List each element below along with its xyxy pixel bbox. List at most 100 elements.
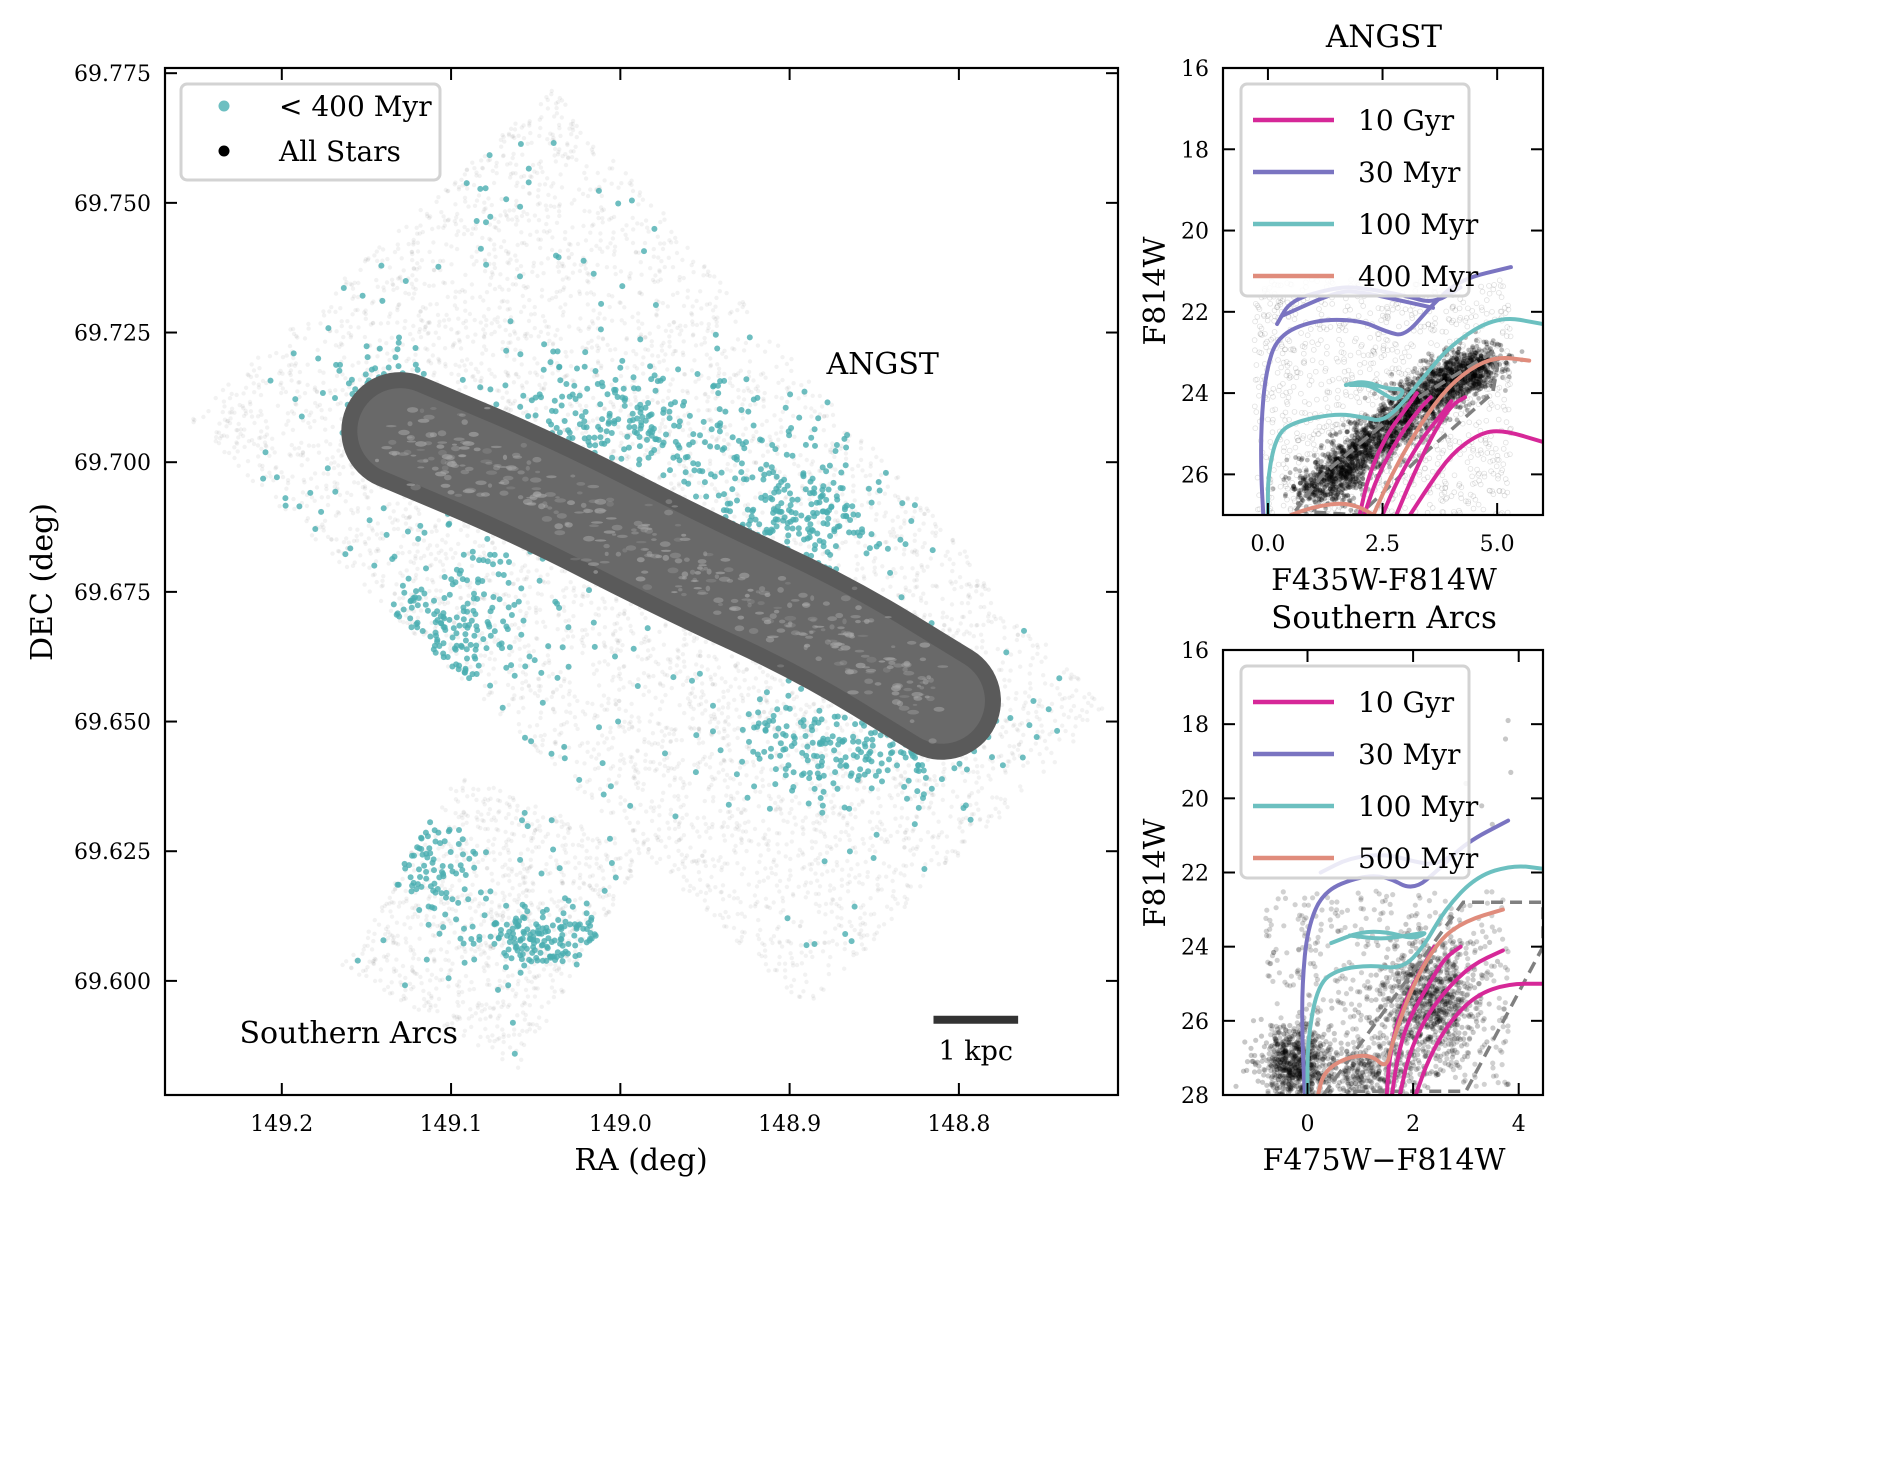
all-star-point bbox=[731, 925, 737, 931]
all-star-point bbox=[391, 509, 396, 514]
all-star-point bbox=[801, 831, 806, 837]
all-star-point bbox=[472, 203, 478, 208]
all-star-point bbox=[710, 681, 715, 687]
all-star-point bbox=[1019, 721, 1025, 726]
all-star-point bbox=[682, 865, 687, 870]
all-star-point bbox=[1082, 695, 1087, 700]
all-star-point bbox=[546, 658, 552, 663]
all-star-point bbox=[662, 733, 667, 738]
all-star-point bbox=[797, 801, 802, 806]
all-star-point bbox=[661, 642, 667, 647]
all-star-point bbox=[1069, 672, 1074, 677]
all-star-point bbox=[533, 370, 538, 375]
all-star-point bbox=[759, 953, 764, 959]
all-star-point bbox=[809, 861, 815, 867]
all-star-point bbox=[720, 705, 726, 710]
all-star-point bbox=[732, 697, 737, 703]
all-star-point bbox=[521, 284, 526, 289]
all-star-point bbox=[513, 347, 518, 352]
all-star-point bbox=[285, 411, 291, 416]
all-star-point bbox=[708, 356, 713, 361]
all-star-point bbox=[879, 836, 884, 841]
all-star-point bbox=[603, 644, 608, 649]
all-star-point bbox=[428, 302, 433, 307]
all-star-point bbox=[786, 877, 792, 882]
all-star-point bbox=[480, 235, 485, 241]
all-star-point bbox=[725, 461, 730, 467]
all-star-point bbox=[329, 537, 334, 542]
all-star-point bbox=[680, 427, 686, 433]
all-star-point bbox=[796, 853, 801, 858]
all-star-point bbox=[633, 249, 639, 255]
all-star-point bbox=[696, 858, 701, 863]
all-star-point bbox=[677, 332, 682, 337]
all-star-point bbox=[527, 123, 532, 128]
all-star-point bbox=[903, 585, 908, 590]
all-star-point bbox=[685, 288, 691, 293]
all-star-point bbox=[732, 514, 737, 519]
all-star-point bbox=[584, 291, 590, 296]
all-star-point bbox=[703, 890, 709, 896]
all-star-point bbox=[403, 507, 408, 512]
all-star-point bbox=[760, 669, 766, 675]
all-star-point bbox=[690, 333, 696, 338]
all-star-point bbox=[319, 415, 325, 420]
all-star-point bbox=[612, 449, 617, 454]
all-star-point bbox=[308, 476, 314, 481]
all-star-point bbox=[292, 363, 298, 368]
all-star-point bbox=[641, 371, 646, 376]
all-star-point bbox=[337, 549, 342, 554]
all-star-point bbox=[510, 155, 515, 161]
all-star-point bbox=[668, 382, 673, 387]
all-star-point bbox=[350, 312, 355, 317]
all-star-point bbox=[568, 364, 574, 369]
all-star-point bbox=[800, 825, 805, 830]
all-star-point bbox=[777, 831, 782, 836]
all-star-point bbox=[858, 457, 864, 463]
all-star-point bbox=[641, 355, 646, 360]
all-star-point bbox=[348, 335, 353, 340]
all-star-point bbox=[611, 214, 617, 220]
all-star-point bbox=[675, 325, 680, 330]
all-star-point bbox=[362, 334, 368, 340]
all-star-point bbox=[910, 566, 915, 571]
all-star-point bbox=[229, 391, 234, 397]
all-star-point bbox=[589, 600, 594, 605]
all-star-point bbox=[709, 751, 715, 757]
all-star-point bbox=[725, 715, 731, 720]
all-star-point bbox=[762, 349, 768, 354]
all-star-point bbox=[256, 355, 261, 360]
all-star-point bbox=[325, 494, 331, 500]
all-star-point bbox=[658, 241, 663, 246]
all-star-point bbox=[812, 409, 817, 414]
all-star-point bbox=[766, 827, 771, 832]
all-star-point bbox=[584, 403, 589, 409]
all-star-point bbox=[649, 855, 655, 860]
all-star-point bbox=[675, 647, 680, 652]
all-star-point bbox=[856, 463, 861, 468]
all-star-point bbox=[445, 218, 451, 223]
all-star-point bbox=[830, 868, 836, 873]
all-star-point bbox=[506, 217, 511, 222]
all-star-point bbox=[514, 371, 519, 377]
all-star-point bbox=[523, 679, 529, 684]
all-star-point bbox=[1002, 684, 1008, 689]
all-star-point bbox=[676, 838, 682, 843]
all-star-point bbox=[442, 346, 448, 351]
all-star-point bbox=[443, 324, 448, 329]
all-star-point bbox=[836, 812, 842, 817]
all-star-point bbox=[744, 309, 750, 315]
all-star-point bbox=[845, 822, 850, 828]
all-star-point bbox=[601, 693, 607, 698]
all-star-point bbox=[574, 134, 579, 140]
all-star-point bbox=[801, 989, 806, 994]
all-star-point bbox=[644, 809, 649, 814]
all-star-point bbox=[674, 737, 679, 743]
all-star-point bbox=[512, 398, 518, 404]
all-star-point bbox=[739, 692, 744, 698]
all-star-point bbox=[843, 941, 848, 946]
all-star-point bbox=[683, 856, 688, 861]
all-star-point bbox=[891, 889, 896, 894]
all-star-point bbox=[245, 459, 251, 464]
all-star-point bbox=[493, 680, 498, 685]
